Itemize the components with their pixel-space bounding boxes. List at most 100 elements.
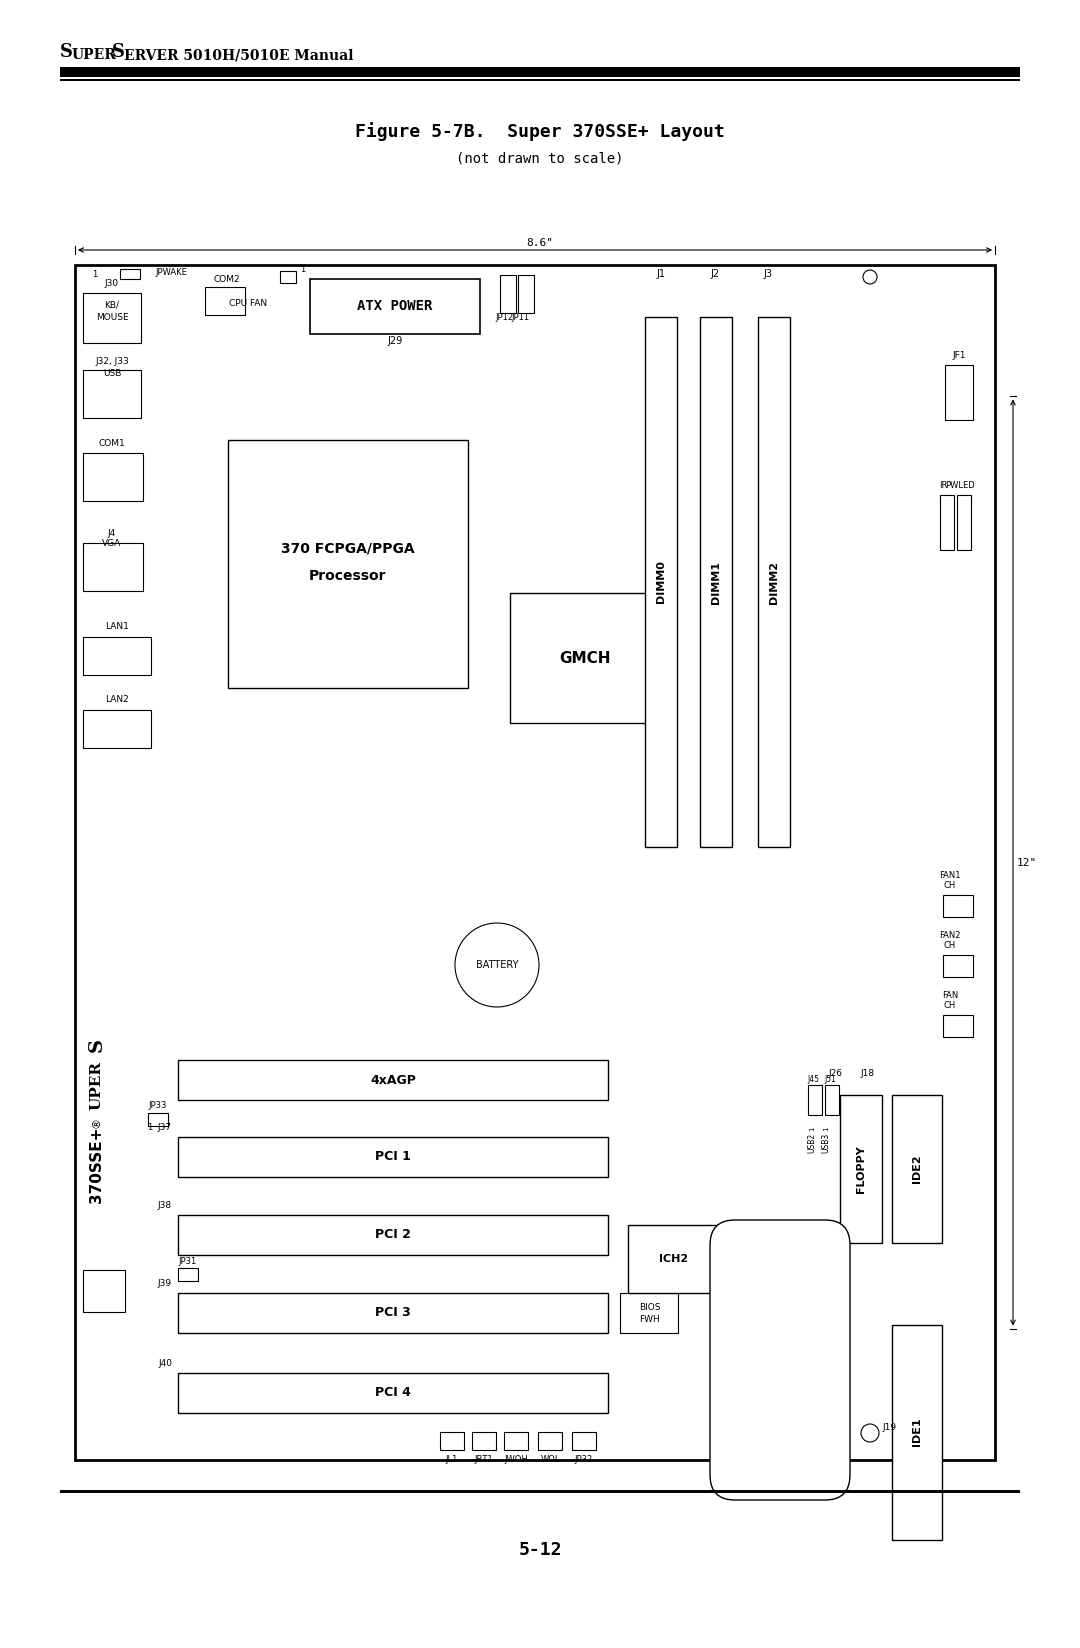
Text: J40: J40 bbox=[158, 1358, 172, 1368]
Bar bbox=[83, 453, 143, 501]
Text: J38: J38 bbox=[158, 1200, 172, 1210]
Bar bbox=[178, 1294, 608, 1333]
Text: Figure 5-7B.  Super 370SSE+ Layout: Figure 5-7B. Super 370SSE+ Layout bbox=[355, 122, 725, 142]
Bar bbox=[510, 593, 660, 723]
Bar bbox=[518, 275, 534, 313]
Bar bbox=[83, 542, 143, 592]
Text: USB3: USB3 bbox=[822, 1132, 831, 1154]
Text: PCI 2: PCI 2 bbox=[375, 1228, 410, 1241]
Bar bbox=[228, 440, 468, 687]
Bar bbox=[280, 270, 296, 283]
Text: IDE2: IDE2 bbox=[912, 1155, 922, 1183]
Text: JF1: JF1 bbox=[953, 351, 966, 359]
Bar bbox=[83, 293, 141, 343]
Text: J39: J39 bbox=[158, 1279, 172, 1287]
Text: JBT1: JBT1 bbox=[475, 1455, 494, 1465]
Bar bbox=[538, 1432, 562, 1450]
Bar bbox=[620, 1294, 678, 1333]
Text: J3: J3 bbox=[764, 269, 772, 279]
Text: 1: 1 bbox=[809, 1127, 815, 1131]
Text: CH: CH bbox=[944, 941, 956, 949]
Text: FLOPPY: FLOPPY bbox=[856, 1145, 866, 1193]
Text: DIMM0: DIMM0 bbox=[656, 560, 666, 603]
Text: COM1: COM1 bbox=[98, 438, 125, 448]
Text: CH: CH bbox=[944, 880, 956, 890]
Text: UPER: UPER bbox=[90, 1061, 104, 1109]
Bar bbox=[940, 494, 954, 550]
Text: 370SSE+: 370SSE+ bbox=[90, 1127, 105, 1203]
Text: J29: J29 bbox=[388, 336, 403, 346]
Text: GMCH: GMCH bbox=[559, 651, 611, 666]
Text: 370 FCPGA/PPGA: 370 FCPGA/PPGA bbox=[281, 542, 415, 555]
Bar bbox=[645, 316, 677, 847]
Bar bbox=[808, 1084, 822, 1116]
Bar bbox=[60, 1490, 1020, 1493]
Text: PCI 3: PCI 3 bbox=[375, 1307, 410, 1320]
Text: ®: ® bbox=[92, 1117, 102, 1129]
Bar bbox=[310, 279, 480, 335]
Text: JWOH: JWOH bbox=[504, 1455, 528, 1465]
Bar bbox=[943, 1015, 973, 1037]
Text: 12": 12" bbox=[1017, 857, 1037, 867]
Bar bbox=[758, 316, 789, 847]
Text: J30: J30 bbox=[105, 279, 119, 287]
Bar bbox=[148, 1112, 168, 1126]
Bar bbox=[178, 1267, 198, 1280]
FancyBboxPatch shape bbox=[710, 1220, 850, 1500]
Text: 4xAGP: 4xAGP bbox=[370, 1073, 416, 1086]
Bar bbox=[120, 269, 140, 279]
Bar bbox=[572, 1432, 596, 1450]
Text: UPER: UPER bbox=[72, 48, 117, 63]
Bar bbox=[178, 1373, 608, 1412]
Text: FAN2: FAN2 bbox=[940, 931, 961, 939]
Text: 1: 1 bbox=[93, 270, 97, 279]
Text: J51: J51 bbox=[824, 1076, 836, 1084]
Text: J26: J26 bbox=[828, 1068, 842, 1078]
Text: LAN1: LAN1 bbox=[105, 621, 129, 631]
Text: J2: J2 bbox=[711, 269, 719, 279]
Text: FWH: FWH bbox=[639, 1315, 660, 1323]
Bar bbox=[178, 1060, 608, 1099]
Text: JPWAKE: JPWAKE bbox=[156, 267, 187, 277]
Text: USB: USB bbox=[103, 369, 121, 377]
Text: J18: J18 bbox=[861, 1068, 875, 1078]
Text: J19: J19 bbox=[882, 1422, 896, 1432]
Text: J32, J33: J32, J33 bbox=[95, 356, 129, 366]
Text: JP12: JP12 bbox=[495, 313, 513, 321]
Bar bbox=[627, 1224, 720, 1294]
Text: IR: IR bbox=[939, 481, 947, 489]
Bar bbox=[60, 79, 1020, 81]
Bar bbox=[700, 316, 732, 847]
Text: S: S bbox=[60, 43, 73, 61]
Text: JP32: JP32 bbox=[575, 1455, 593, 1465]
Text: PCI 4: PCI 4 bbox=[375, 1386, 410, 1399]
Text: J45: J45 bbox=[807, 1076, 819, 1084]
Text: (not drawn to scale): (not drawn to scale) bbox=[456, 152, 624, 165]
Text: 8.6": 8.6" bbox=[527, 237, 554, 247]
Bar bbox=[83, 638, 151, 676]
Bar bbox=[943, 954, 973, 977]
Text: USB2: USB2 bbox=[808, 1132, 816, 1154]
Text: J37: J37 bbox=[158, 1122, 172, 1132]
Text: ICH2: ICH2 bbox=[660, 1254, 689, 1264]
Text: KB/: KB/ bbox=[105, 300, 120, 310]
Text: CPU FAN: CPU FAN bbox=[229, 298, 267, 308]
Text: 1: 1 bbox=[300, 264, 306, 274]
Text: PCI 1: PCI 1 bbox=[375, 1150, 410, 1163]
Text: COM2: COM2 bbox=[214, 275, 241, 283]
Text: JP31: JP31 bbox=[178, 1256, 197, 1266]
Text: J1: J1 bbox=[657, 269, 665, 279]
Text: ATX POWER: ATX POWER bbox=[357, 298, 433, 313]
Text: MOUSE: MOUSE bbox=[96, 313, 129, 321]
Bar bbox=[83, 710, 151, 748]
Bar bbox=[60, 68, 1020, 77]
Text: 1: 1 bbox=[823, 1127, 829, 1131]
Bar bbox=[205, 287, 245, 315]
Text: JL1: JL1 bbox=[446, 1455, 458, 1465]
Text: ERVER 5010H/5010E Manual: ERVER 5010H/5010E Manual bbox=[124, 48, 353, 63]
Text: BATTERY: BATTERY bbox=[476, 961, 518, 971]
Bar bbox=[75, 265, 995, 1460]
Bar bbox=[957, 494, 971, 550]
Text: PWLED: PWLED bbox=[945, 481, 975, 489]
Text: DIMM1: DIMM1 bbox=[711, 560, 721, 603]
